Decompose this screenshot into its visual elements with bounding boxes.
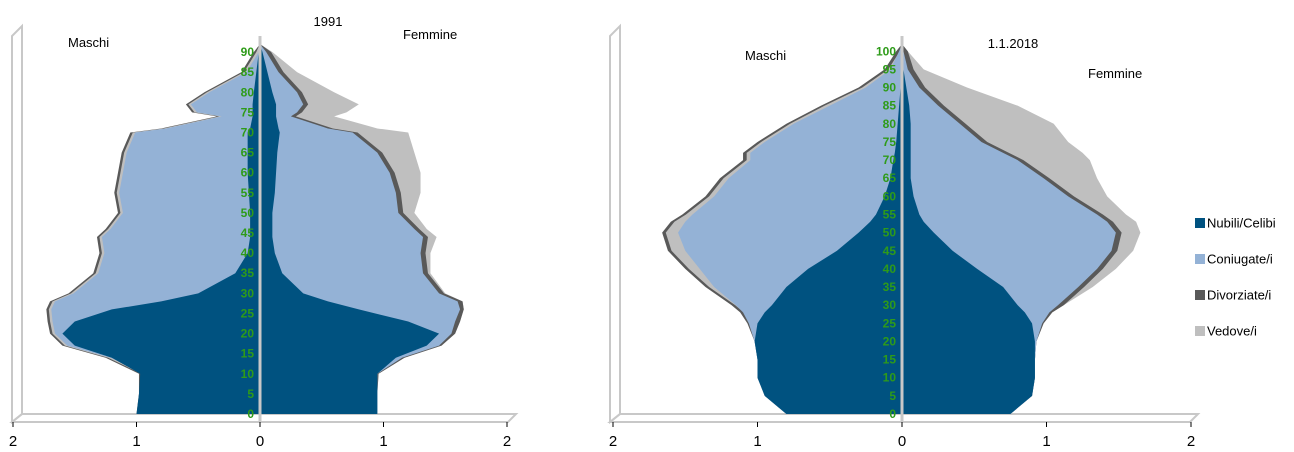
- age-tick-label: 20: [241, 327, 255, 341]
- legend-swatch-coniugate: [1195, 253, 1205, 264]
- frame-left-wall: [11, 23, 23, 425]
- age-tick-label: 70: [883, 153, 897, 167]
- frame-floor: [607, 413, 1201, 423]
- age-tick-label: 100: [876, 44, 896, 58]
- legend-item-vedove: Vedove/i: [1195, 322, 1257, 340]
- age-tick-label: 55: [241, 186, 255, 200]
- age-tick-label: 60: [883, 189, 897, 203]
- age-tick-label: 80: [241, 85, 255, 99]
- age-tick-label: 35: [241, 266, 255, 280]
- age-tick-label: 30: [241, 286, 255, 300]
- x-tick-label: 0: [256, 433, 264, 447]
- legend-label-coniugate: Coniugate/i: [1207, 251, 1273, 267]
- legend-swatch-vedove: [1195, 325, 1205, 336]
- x-tick-label: 1: [379, 433, 387, 447]
- chart-title: 1991: [314, 14, 343, 29]
- frame-floor: [9, 413, 519, 423]
- age-tick-label: 40: [241, 246, 255, 260]
- age-tick-label: 25: [241, 306, 255, 320]
- age-tick-label: 25: [883, 316, 897, 330]
- age-tick-label: 75: [241, 105, 255, 119]
- males-nubili-area: [62, 44, 261, 414]
- maschi-label: Maschi: [745, 48, 786, 63]
- age-tick-label: 35: [883, 280, 897, 294]
- age-tick-label: 65: [241, 146, 255, 160]
- age-tick-label: 80: [883, 117, 897, 131]
- age-tick-label: 85: [241, 65, 255, 79]
- x-tick-label: 1: [132, 433, 140, 447]
- age-tick-label: 70: [241, 125, 255, 139]
- age-tick-label: 65: [883, 171, 897, 185]
- legend-item-nubili: Nubili/Celibi: [1195, 214, 1276, 232]
- legend-swatch-nubili: [1195, 217, 1205, 228]
- pyramid-chart-2: 0510152025303540455055606570758085909510…: [607, 23, 1201, 450]
- x-tick-label: 1: [1042, 433, 1050, 447]
- maschi-label: Maschi: [68, 35, 109, 50]
- age-tick-label: 5: [247, 387, 254, 401]
- x-tick-label: 2: [9, 433, 17, 447]
- legend-label-vedove: Vedove/i: [1207, 323, 1257, 339]
- age-tick-label: 90: [883, 81, 897, 95]
- legend-item-divorziate: Divorziate/i: [1195, 286, 1271, 304]
- femmine-label: Femmine: [1088, 66, 1142, 81]
- age-tick-label: 20: [883, 334, 897, 348]
- x-tick-label: 2: [503, 433, 511, 447]
- age-tick-label: 50: [883, 226, 897, 240]
- age-tick-label: 15: [241, 347, 255, 361]
- x-tick-label: 0: [898, 433, 906, 447]
- legend-label-divorziate: Divorziate/i: [1207, 287, 1272, 303]
- age-tick-label: 45: [241, 226, 255, 240]
- age-tick-label: 90: [241, 45, 255, 59]
- legend-item-coniugate: Coniugate/i: [1195, 250, 1273, 268]
- age-tick-label: 30: [883, 298, 897, 312]
- age-tick-label: 10: [883, 371, 897, 385]
- age-tick-label: 75: [883, 135, 897, 149]
- age-tick-label: 50: [241, 206, 255, 220]
- age-tick-label: 55: [883, 207, 897, 221]
- frame-left-wall: [609, 23, 621, 425]
- age-tick-label: 10: [241, 367, 255, 381]
- age-tick-label: 40: [883, 262, 897, 276]
- age-tick-label: 15: [883, 353, 897, 367]
- x-tick-label: 2: [609, 433, 617, 447]
- age-tick-label: 95: [883, 62, 897, 76]
- age-tick-label: 85: [883, 99, 897, 113]
- age-tick-label: 5: [889, 389, 896, 403]
- age-tick-label: 0: [247, 407, 254, 421]
- femmine-label: Femmine: [403, 27, 457, 42]
- x-tick-label: 1: [753, 433, 761, 447]
- females-nubili-area: [902, 44, 1035, 414]
- females-nubili-area: [260, 44, 440, 414]
- age-tick-label: 45: [883, 244, 897, 258]
- age-tick-label: 60: [241, 166, 255, 180]
- age-tick-label: 0: [889, 407, 896, 421]
- males-nubili-area: [754, 44, 902, 414]
- x-tick-label: 2: [1187, 433, 1195, 447]
- legend-swatch-divorziate: [1195, 289, 1205, 300]
- chart-title: 1.1.2018: [988, 36, 1039, 51]
- legend-label-nubili: Nubili/Celibi: [1207, 215, 1276, 231]
